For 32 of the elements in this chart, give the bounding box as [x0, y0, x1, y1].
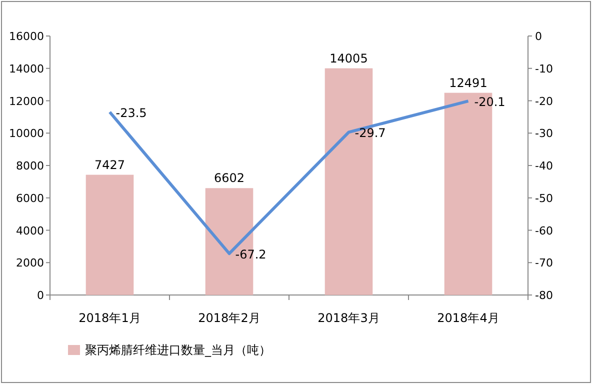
y2-tick-label: -40 — [535, 160, 553, 172]
x-tick-label: 2018年4月 — [437, 311, 500, 325]
y-tick-label: 14000 — [9, 62, 44, 76]
y2-tick-label: -30 — [535, 127, 553, 140]
y2-tick-label: -50 — [535, 192, 553, 205]
y-tick-label: 10000 — [9, 127, 44, 140]
data-label: 7427 — [94, 158, 126, 172]
data-label: -23.5 — [116, 106, 147, 120]
y-tick-label: 6000 — [16, 192, 44, 205]
y2-tick-label: -70 — [535, 256, 553, 270]
legend-label: 聚丙烯腈纤维进口数量_当月（吨） — [85, 343, 271, 357]
y2-tick-label: -80 — [535, 289, 553, 302]
y-tick-label: 12000 — [9, 94, 44, 108]
x-tick-label: 2018年3月 — [318, 311, 380, 325]
y-tick-label: 2000 — [16, 256, 44, 270]
y-tick-label: 0 — [37, 289, 44, 302]
y-tick-label: 16000 — [9, 30, 44, 43]
y2-tick-label: 0 — [535, 30, 542, 43]
data-label: 12491 — [449, 76, 488, 90]
data-label: -20.1 — [474, 95, 506, 110]
y2-tick-label: -20 — [535, 94, 553, 108]
y2-tick-label: -10 — [535, 62, 553, 76]
bar — [86, 174, 134, 295]
y2-tick-label: -60 — [535, 224, 553, 238]
x-tick-label: 2018年1月 — [78, 311, 141, 325]
data-label: -67.2 — [235, 248, 266, 262]
data-label: 6602 — [214, 171, 245, 186]
y-tick-label: 4000 — [16, 224, 44, 238]
x-tick-label: 2018年2月 — [198, 311, 260, 325]
data-label: -29.7 — [354, 126, 386, 140]
y-tick-label: 8000 — [16, 160, 44, 172]
data-label: 14005 — [330, 51, 368, 66]
